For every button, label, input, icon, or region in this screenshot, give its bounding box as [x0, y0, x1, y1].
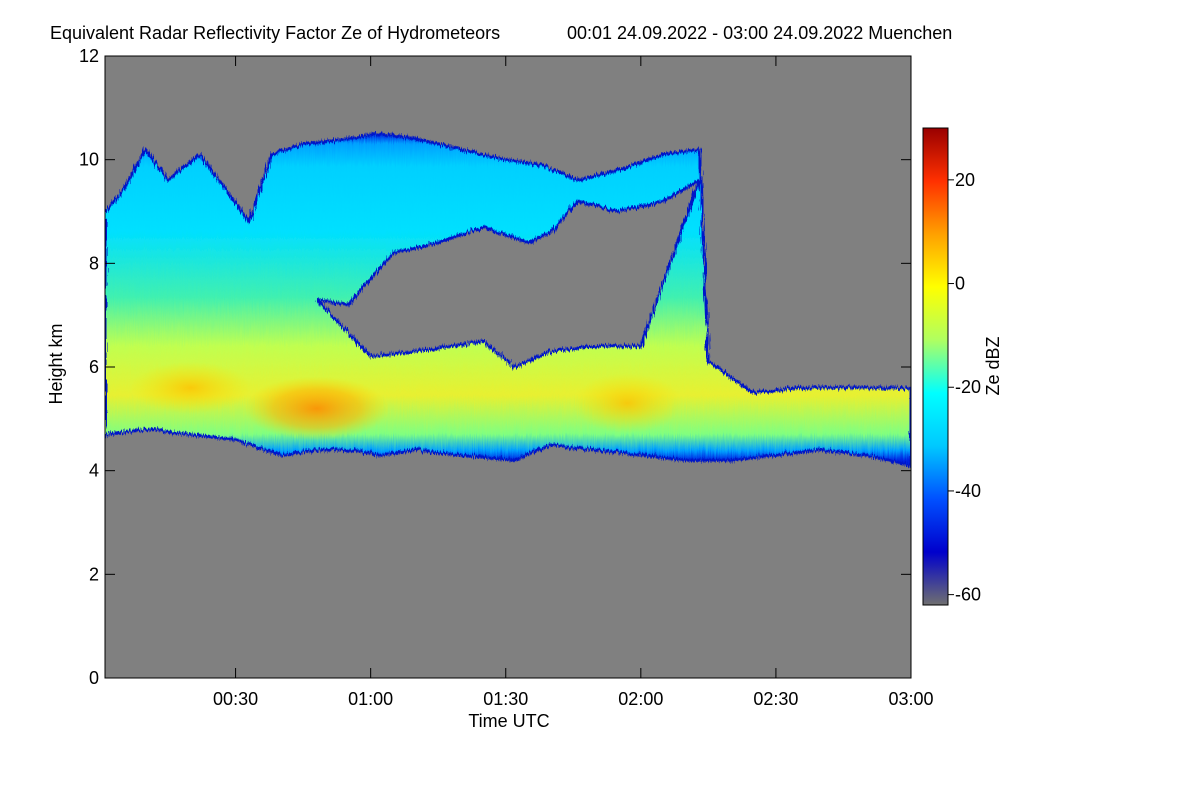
- colorbar-tick-label: -60: [955, 585, 981, 605]
- y-tick-label: 8: [89, 253, 99, 273]
- colorbar-tick-label: 20: [955, 170, 975, 190]
- reflectivity-core: [244, 376, 389, 441]
- chart-subtitle: 00:01 24.09.2022 - 03:00 24.09.2022 Muen…: [567, 23, 952, 43]
- x-tick-label: 01:30: [483, 689, 528, 709]
- y-axis: 0 2 4 6 8 10 12: [79, 46, 911, 688]
- y-axis-label: Height km: [46, 323, 66, 404]
- reflectivity-core: [130, 361, 251, 414]
- x-tick-label: 01:00: [348, 689, 393, 709]
- y-tick-label: 12: [79, 46, 99, 66]
- y-tick-label: 2: [89, 564, 99, 584]
- colorbar-label: Ze dBZ: [983, 336, 1003, 395]
- chart-title: Equivalent Radar Reflectivity Factor Ze …: [50, 23, 500, 43]
- x-tick-label: 00:30: [213, 689, 258, 709]
- y-tick-label: 0: [89, 668, 99, 688]
- clear-air-gap: [315, 177, 703, 369]
- y-tick-label: 4: [89, 461, 99, 481]
- x-tick-label: 02:00: [618, 689, 663, 709]
- colorbar-tick-label: -20: [955, 377, 981, 397]
- y-tick-label: 10: [79, 150, 99, 170]
- x-axis-label: Time UTC: [468, 711, 549, 731]
- x-tick-label: 02:30: [753, 689, 798, 709]
- x-tick-label: 03:00: [888, 689, 933, 709]
- cloud-layer: [105, 132, 911, 468]
- colorbar-tick-label: -40: [955, 481, 981, 501]
- y-tick-label: 6: [89, 357, 99, 377]
- x-axis: 00:30 01:00 01:30 02:00 02:30 03:00: [213, 56, 934, 709]
- reflectivity-core: [572, 373, 683, 434]
- colorbar-ticks: 20 0 -20 -40 -60: [948, 170, 981, 605]
- colorbar-tick-label: 0: [955, 274, 965, 294]
- colorbar: [922, 127, 949, 606]
